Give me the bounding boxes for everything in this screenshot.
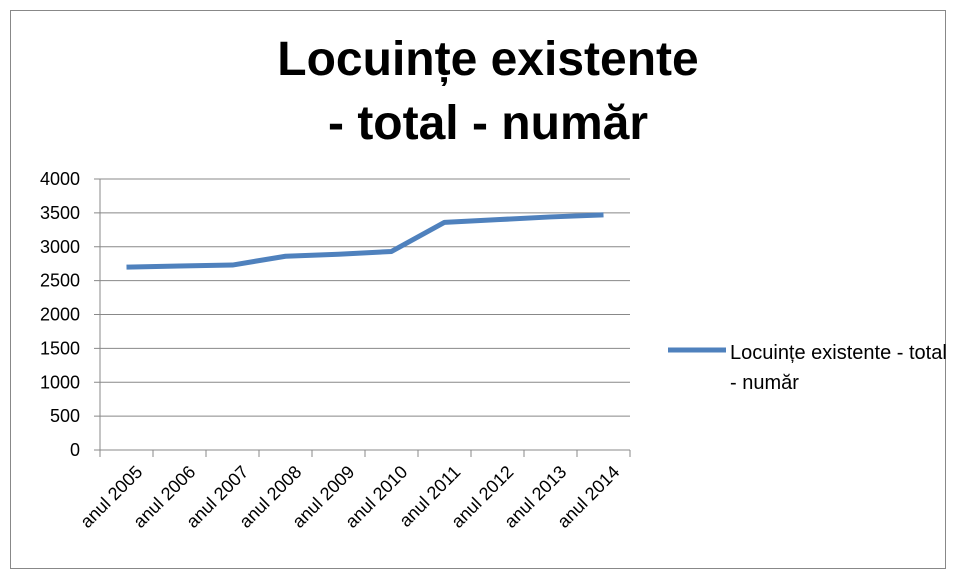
line-series: [126, 212, 604, 270]
chart-border: [10, 10, 946, 569]
chart-title: Locuințe existente - total - număr: [277, 33, 699, 150]
y-tick-label: 500: [50, 406, 80, 426]
y-tick-label: 1500: [40, 338, 80, 358]
legend-label: Locuințe existente - total - număr: [730, 342, 947, 394]
y-tick-label: 0: [70, 440, 80, 460]
y-tick-label: 2000: [40, 305, 80, 325]
y-tick-label: 3000: [40, 237, 80, 257]
y-tick-label: 4000: [40, 169, 80, 189]
y-tick-label: 1000: [40, 372, 80, 392]
y-tick-label: 2500: [40, 271, 80, 291]
y-tick-label: 3500: [40, 203, 80, 223]
